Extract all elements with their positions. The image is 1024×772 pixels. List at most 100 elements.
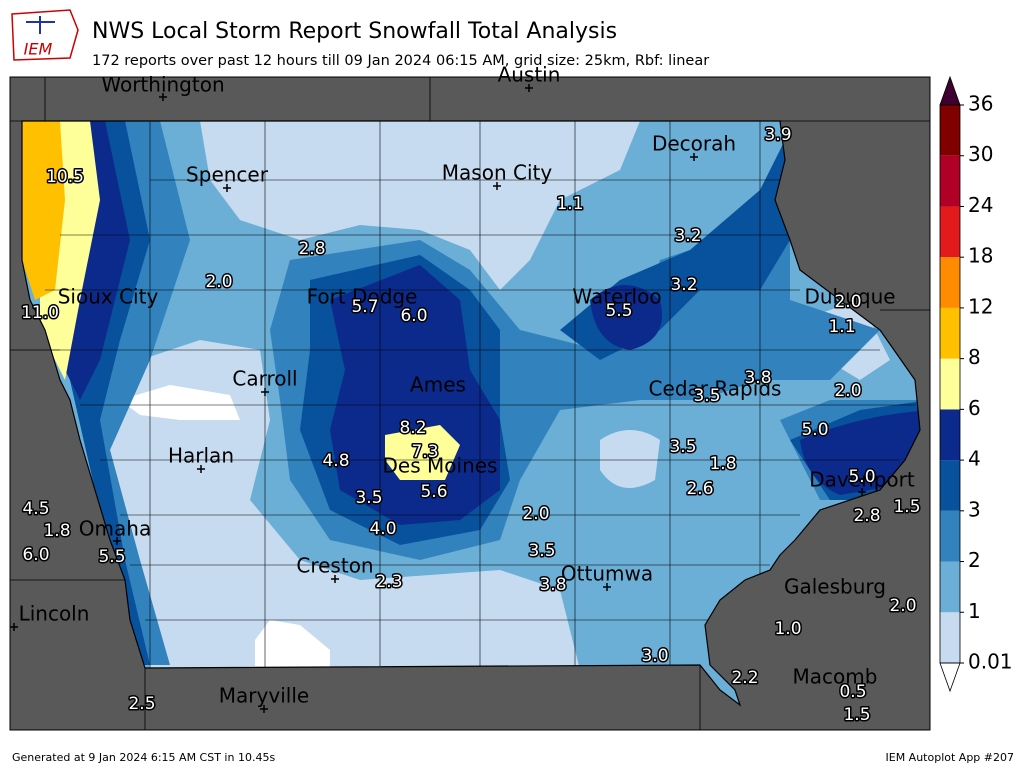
colorbar-label: 8 <box>968 345 981 369</box>
city-label: Mason City <box>442 161 553 185</box>
snow-report: 2.0 <box>834 381 861 401</box>
city-marker <box>113 537 121 545</box>
snow-report: 3.9 <box>764 125 791 145</box>
city-label: Harlan <box>168 444 234 468</box>
city-label: Galesburg <box>784 575 886 599</box>
snow-report: 6.0 <box>22 545 49 565</box>
snow-report: 0.5 <box>839 682 866 702</box>
snow-report: 2.0 <box>889 596 916 616</box>
city-label: Davenport <box>809 468 915 492</box>
city-marker <box>197 465 205 473</box>
city-label: Fort Dodge <box>307 285 418 309</box>
city-label: Macomb <box>793 665 878 689</box>
city-label: Omaha <box>79 517 151 541</box>
snow-report: 1.0 <box>774 619 801 639</box>
snow-report: 3.5 <box>528 541 555 561</box>
snow-report: 3.5 <box>669 437 696 457</box>
colorbar-label: 30 <box>968 142 993 166</box>
city-label: Maryville <box>219 684 309 708</box>
colorbar-segment <box>940 358 960 410</box>
snow-report: 1.1 <box>556 194 583 214</box>
logo: IEM <box>11 9 79 61</box>
city-label: Austin <box>498 63 561 87</box>
colorbar-under <box>939 662 961 693</box>
footer-right: IEM Autoplot App #207 <box>886 751 1015 764</box>
subtitle: 172 reports over past 12 hours till 09 J… <box>92 53 709 69</box>
snow-report: 10.5 <box>46 167 84 187</box>
snow-report: 3.2 <box>670 275 697 295</box>
colorbar-label: 0.01 <box>968 650 1013 674</box>
cities: Worthington Austin Spencer Mason City Decora… <box>10 63 915 713</box>
city-label: Sioux City <box>58 285 159 309</box>
city-marker <box>159 93 167 101</box>
snow-report: 2.8 <box>853 506 880 526</box>
snow-report: 3.2 <box>674 226 701 246</box>
snow-report: 3.8 <box>744 368 771 388</box>
snow-report: 1.8 <box>43 521 70 541</box>
state-borders <box>10 77 930 730</box>
snow-report: 11.0 <box>21 303 59 323</box>
city-label: Dubuque <box>804 285 895 309</box>
colorbar-over <box>939 75 961 106</box>
city-marker <box>331 575 339 583</box>
city-marker <box>603 583 611 591</box>
snow-report: 1.5 <box>843 705 870 725</box>
city-label: Ames <box>410 373 466 397</box>
snow-report: 1.1 <box>828 317 855 337</box>
footer-left: Generated at 9 Jan 2024 6:15 AM CST in 1… <box>12 751 275 764</box>
city-label: Waterloo <box>572 285 661 309</box>
snow-report: 5.5 <box>605 301 632 321</box>
city-label: Worthington <box>101 73 224 97</box>
city-marker <box>858 488 866 496</box>
colorbar-label: 3 <box>968 497 981 521</box>
city-label: Ottumwa <box>561 562 653 586</box>
snow-report: 4.8 <box>322 451 349 471</box>
city-marker <box>525 84 533 92</box>
colorbar-segment <box>940 460 960 511</box>
snow-report: 2.6 <box>686 479 713 499</box>
city-marker <box>10 623 18 631</box>
snow-report: 2.5 <box>128 694 155 714</box>
snow-report: 7.3 <box>411 442 438 462</box>
colorbar-segment <box>940 206 960 258</box>
city-marker <box>493 182 501 190</box>
colorbar-label: 2 <box>968 548 981 572</box>
colorbar-label: 1 <box>968 599 981 623</box>
city-label: Cedar Rapids <box>649 377 782 401</box>
city-marker <box>260 705 268 713</box>
snow-report: 2.8 <box>298 239 325 259</box>
colorbar-label: 36 <box>968 92 993 116</box>
snow-report: 5.0 <box>801 420 828 440</box>
colorbar-frame <box>939 104 961 664</box>
city-marker <box>690 153 698 161</box>
snow-report: 5.7 <box>351 297 378 317</box>
city-label: Des Moines <box>383 454 498 478</box>
city-marker <box>261 388 269 396</box>
city-label: Creston <box>296 554 373 578</box>
colorbar-label: 4 <box>968 447 981 471</box>
snow-report: 1.5 <box>893 497 920 517</box>
colorbar-segment <box>940 105 960 156</box>
snow-report: 5.0 <box>848 467 875 487</box>
snow-report: 3.5 <box>355 488 382 508</box>
colorbar-label: 24 <box>968 193 993 217</box>
snow-report: 4.0 <box>369 519 396 539</box>
snow-report: 1.8 <box>709 454 736 474</box>
colorbar-segment <box>940 510 960 562</box>
snow-report: 4.5 <box>22 499 49 519</box>
city-marker <box>223 184 231 192</box>
colorbar-segment <box>940 257 960 308</box>
colorbar-segment <box>940 155 960 207</box>
snow-report: 5.5 <box>98 547 125 567</box>
snow-report: 3.8 <box>539 575 566 595</box>
snow-reports: 10.5 11.0 2.8 2.0 5.7 6.0 1.1 3.9 3.2 3.2 5.5 2.0 1.… <box>20 124 922 727</box>
snow-report: 2.0 <box>205 272 232 292</box>
snow-report: 2.3 <box>375 572 402 592</box>
title: NWS Local Storm Report Snowfall Total An… <box>92 19 617 44</box>
colorbar-segment <box>940 561 960 613</box>
city-label: Spencer <box>186 163 269 187</box>
snow-report: 3.5 <box>693 386 720 406</box>
colorbar-label: 6 <box>968 396 981 420</box>
